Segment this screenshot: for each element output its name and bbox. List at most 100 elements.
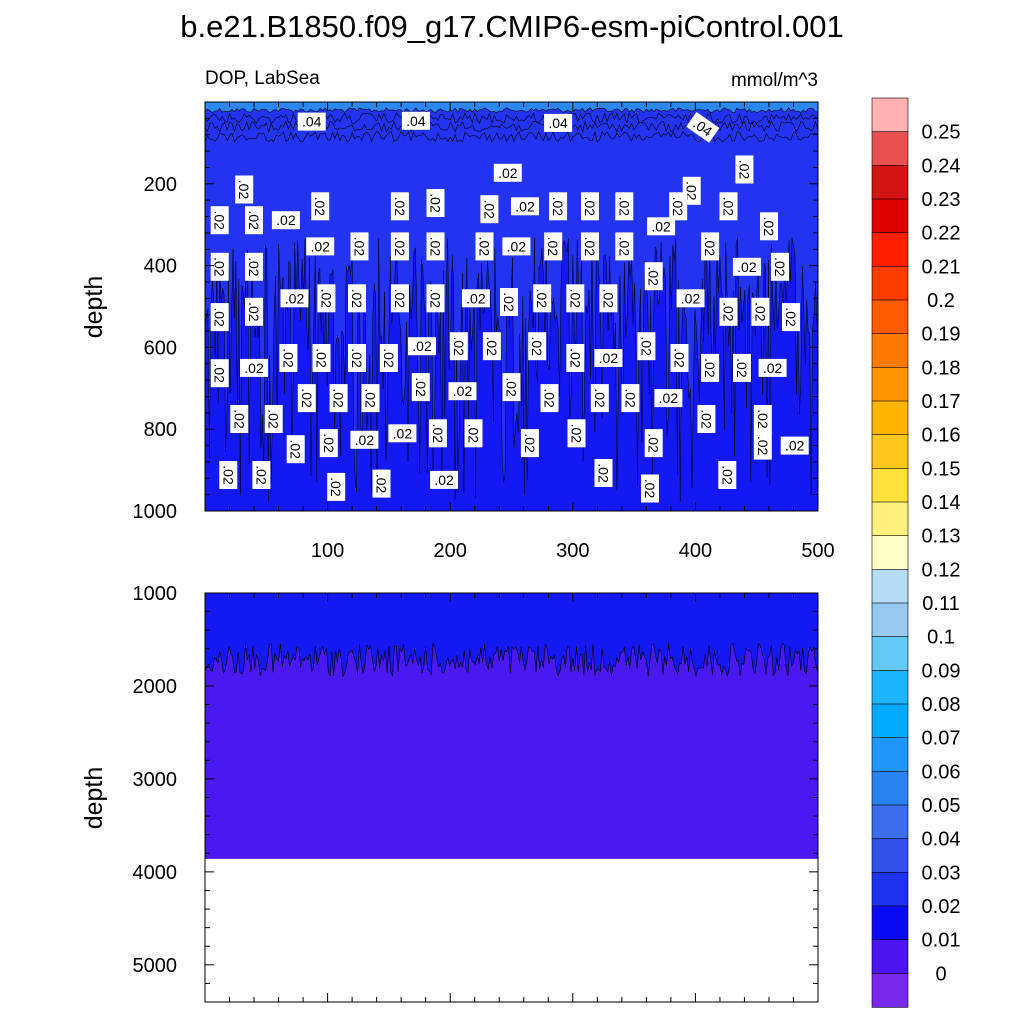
colorbar-swatches [871,97,909,1008]
colorbar-swatch [871,737,909,773]
contour-label-box [644,262,663,291]
contour-label-text: .02 [412,338,432,354]
contour-label-box [493,163,522,182]
contour-label-box [567,419,586,448]
contour-label-box [735,155,754,184]
contour-label-box [240,358,268,377]
contour-label: .02 [271,211,300,230]
contour-label-box [480,195,499,224]
contour-label-box [581,232,599,261]
contour-label-text: .02 [310,238,330,254]
contour-label-box [329,384,348,413]
contour-label: .02 [448,382,477,401]
colorbar-swatch [871,804,909,840]
colorbar-label: 0 [935,963,946,985]
contour-label-box [758,358,787,377]
x-tick-label: 200 [434,540,467,562]
contour-label-box [760,212,778,241]
contour-label-text: .02 [734,358,750,378]
contour-label: .02 [676,289,705,308]
contour-label: .02 [758,358,787,377]
contour-label: .02 [240,358,268,377]
contour-label-text: .02 [288,439,304,459]
contour-label: .02 [348,284,366,313]
colorbar-swatch [871,367,909,402]
colorbar-swatch [871,636,909,672]
contour-label-text: .02 [299,388,315,408]
contour-label: .02 [654,389,683,408]
contour-label-box [461,289,490,308]
contour-label-box [464,419,483,448]
contour-label-box [753,405,772,433]
contour-label: .02 [411,373,430,402]
contour-label: .02 [280,289,309,308]
contour-label-box [540,384,559,413]
contour-label: .02 [388,424,417,443]
contour-label: .02 [669,192,688,221]
contour-label-box [379,344,398,372]
contour-label: .02 [348,344,366,372]
contour-label: .02 [670,344,689,372]
contour-label-box [426,232,445,261]
contour-label-text: .02 [737,259,757,275]
colorbar-swatch [871,97,909,133]
contour-label-box [751,297,770,326]
y-tick-label: 3000 [133,769,178,791]
contour-label-text: .02 [321,433,337,453]
contour-label-text: .02 [244,360,264,376]
colorbar-label: 0.22 [922,223,961,245]
contour-label: .02 [520,429,539,458]
contour-label-box [502,237,531,256]
contour-label: .02 [502,373,521,402]
contour-label: .02 [372,469,391,498]
contour-label-box [408,337,436,356]
contour-label-text: .02 [783,307,799,327]
x-tick-label: 500 [801,540,834,562]
contour-label-box [780,436,809,455]
colorbar-label: 0.06 [922,761,961,783]
contour-line [205,130,818,143]
contour-label-text: .02 [616,237,632,257]
colorbar-swatch [871,535,909,571]
contour-label-box [670,344,689,372]
colorbar-swatch [871,299,909,335]
contour-label: .02 [319,429,338,458]
contour-label: .02 [751,297,770,326]
contour-label: .02 [644,429,663,458]
contour-label-text: .02 [582,197,598,217]
contour-label: .02 [286,435,305,464]
contour-label: .02 [637,332,656,361]
contour-label-text: .02 [592,388,608,408]
contour-label-text: .02 [550,197,566,217]
contour-label: .02 [252,461,271,489]
contour-label-box [654,389,683,408]
contour-label-box [245,206,263,235]
contour-label-text: .02 [253,465,269,485]
contour-label-box [641,474,659,503]
contour-label-box [782,303,800,332]
contour-label-text: .02 [582,237,598,257]
contour-label-box [235,175,254,204]
contour-label-text: .02 [600,289,616,309]
colorbar-label: 0.1 [927,627,955,649]
contour-label-text: .02 [481,199,497,219]
contour-label: .02 [566,284,585,313]
contour-label-text: .02 [312,197,328,217]
y-tick-label: 4000 [133,862,178,884]
upper-tick-labels: 100 200 300 400 500 200 400 600 800 1000 [133,174,835,562]
contour-label-text: .02 [719,465,735,485]
contour-label-box [280,289,309,308]
contour-label-box [500,288,518,316]
contour-label-box [549,192,568,221]
contour-label: .02 [264,405,283,433]
contour-label-text: .02 [392,197,408,217]
contour-label: .02 [544,232,563,261]
colorbar-swatch [871,232,909,268]
contour-label-text: .02 [212,210,228,230]
contour-label-box [686,111,720,143]
contour-label-text: .02 [755,409,771,429]
contour-label-text: .02 [755,436,771,456]
contour-label-text: .02 [428,289,444,309]
colorbar-swatch [871,198,909,234]
colorbar-swatch [871,569,909,604]
